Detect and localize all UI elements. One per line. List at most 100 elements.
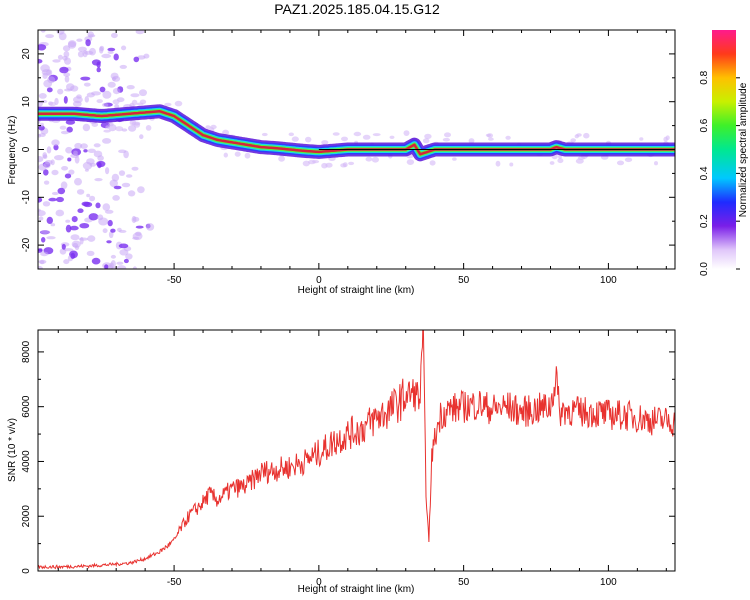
spectrogram-noise-blob	[62, 45, 71, 52]
spectrogram-noise-blob	[85, 39, 91, 47]
spectrogram-noise-blob	[89, 47, 96, 56]
spectrogram-noise-blob	[97, 214, 104, 221]
colorbar-tick-label: 0.2	[699, 214, 710, 228]
spectrogram-scatter-blob	[406, 159, 415, 166]
spectrogram-noise-blob	[46, 87, 53, 93]
spectrogram-noise-blob	[63, 96, 68, 104]
spectrogram-noise-blob	[110, 254, 116, 259]
spectrogram-noise-blob	[107, 219, 113, 227]
spectrogram-noise-blob	[68, 169, 75, 175]
spectrogram-noise-blob	[107, 50, 114, 55]
spectrogram-noise-blob	[106, 240, 112, 244]
spectrogram-heatmap	[38, 30, 675, 269]
spectrogram-noise-blob	[111, 173, 120, 182]
spectrogram-noise-blob	[112, 195, 120, 201]
spectrogram-noise-blob	[109, 262, 114, 269]
spectrogram-scatter-blob	[663, 136, 668, 142]
spectrogram-noise-blob	[55, 209, 65, 217]
spectrogram-scatter-blob	[278, 155, 285, 162]
spectrogram-noise-blob	[76, 38, 83, 42]
spectrogram-noise-blob	[38, 58, 43, 64]
spectrogram-noise-blob	[70, 234, 80, 241]
spectrogram-scatter-blob	[244, 152, 251, 159]
spectrogram-noise-blob	[38, 133, 42, 138]
spectrogram-noise-blob	[64, 173, 72, 179]
spectrogram-noise-blob	[60, 181, 68, 190]
spectrogram-noise-blob	[123, 258, 129, 264]
snr-xtick-label: 100	[600, 577, 617, 588]
spectrogram-noise-blob	[65, 219, 71, 223]
spectrogram-noise-blob	[43, 169, 49, 176]
spectrogram-noise-blob	[63, 259, 70, 265]
spectrogram-noise-blob	[52, 59, 61, 63]
spectrogram-noise-blob	[86, 250, 95, 256]
spectrogram-scatter-blob	[348, 161, 355, 166]
spectrogram-ytick-label: -10	[21, 190, 32, 205]
spectrogram-noise-blob	[83, 149, 88, 153]
spectrogram-noise-blob	[45, 34, 54, 39]
spectrogram-noise-blob	[112, 75, 121, 82]
colorbar: 0.0 0.2 0.4 0.6 0.8 Normalized spectral ampl…	[699, 30, 749, 276]
spectrogram-xtick-label: -50	[167, 275, 182, 286]
spectrogram-noise-blob	[65, 224, 72, 233]
spectrogram-noise-blob	[121, 182, 131, 188]
spectrogram-noise-blob	[125, 253, 133, 260]
spectrogram-noise-blob	[112, 88, 121, 95]
spectrogram-noise-blob	[86, 193, 91, 198]
spectrogram-scatter-blob	[509, 162, 514, 167]
spectrogram-noise-blob	[137, 186, 145, 194]
spectrogram-noise-blob	[61, 243, 66, 250]
spectrogram-xtick-label: 0	[316, 275, 322, 286]
spectrogram-noise-blob	[104, 264, 109, 269]
spectrogram-noise-blob	[135, 225, 144, 229]
spectrogram-noise-blob	[107, 47, 116, 52]
spectrogram-xlabel: Height of straight line (km)	[298, 285, 415, 296]
spectrogram-noise-blob	[42, 201, 51, 207]
spectrogram-scatter-blob	[59, 125, 67, 130]
spectrogram-scatter-blob	[342, 162, 348, 168]
spectrogram-noise-blob	[102, 203, 111, 211]
spectrogram-noise-blob	[38, 156, 44, 163]
snr-ylabel: SNR (10 * v/v)	[7, 418, 18, 482]
spectrogram-noise-blob	[65, 146, 73, 154]
spectrogram-noise-blob	[95, 202, 101, 209]
spectrogram-noise-blob	[132, 266, 137, 269]
spectrogram-noise-blob	[68, 40, 77, 48]
spectrogram-noise-blob	[77, 51, 84, 58]
spectrogram-scatter-blob	[96, 99, 103, 104]
snr-panel: -50 0 50 100 0 2000 4000 6000 8000 Height of str…	[7, 329, 676, 595]
spectrogram-scatter-blob	[103, 129, 111, 133]
spectrogram-noise-blob	[117, 227, 122, 232]
spectrogram-noise-blob	[40, 230, 51, 235]
spectrogram-noise-blob	[97, 162, 102, 169]
spectrogram-scatter-blob	[39, 122, 45, 127]
spectrogram-noise-blob	[79, 223, 90, 229]
spectrogram-noise-blob	[46, 146, 52, 154]
spectrogram-noise-blob	[59, 66, 69, 74]
spectrogram-noise-blob	[113, 53, 119, 61]
spectrogram-scatter-blob	[133, 122, 141, 128]
spectrogram-scatter-blob	[139, 99, 147, 105]
spectrogram-noise-blob	[65, 119, 76, 125]
spectrogram-noise-blob	[82, 123, 91, 132]
spectrogram-noise-blob	[123, 150, 129, 159]
colorbar-ticks: 0.0 0.2 0.4 0.6 0.8	[699, 70, 740, 276]
spectrogram-noise-blob	[63, 72, 71, 77]
spectrogram-scatter-blob	[365, 156, 373, 162]
spectrogram-scatter-blob	[422, 138, 430, 144]
spectrogram-noise-blob	[48, 197, 57, 202]
spectrogram-noise-blob	[135, 30, 145, 35]
spectrogram-noise-blob	[119, 249, 129, 256]
spectrogram-xtick-label: 50	[458, 275, 470, 286]
spectrogram-noise-blob	[111, 32, 118, 39]
spectrogram-noise-blob	[102, 102, 109, 107]
spectrogram-scatter-blob	[574, 134, 579, 139]
spectrogram-scatter-blob	[302, 160, 310, 167]
spectrogram-noise-blob	[54, 155, 64, 161]
spectrogram-noise-blob	[57, 88, 64, 95]
spectrogram-scatter-blob	[288, 132, 294, 137]
spectrogram-noise-blob	[116, 265, 127, 269]
spectrogram-ytick-label: 10	[21, 96, 32, 108]
